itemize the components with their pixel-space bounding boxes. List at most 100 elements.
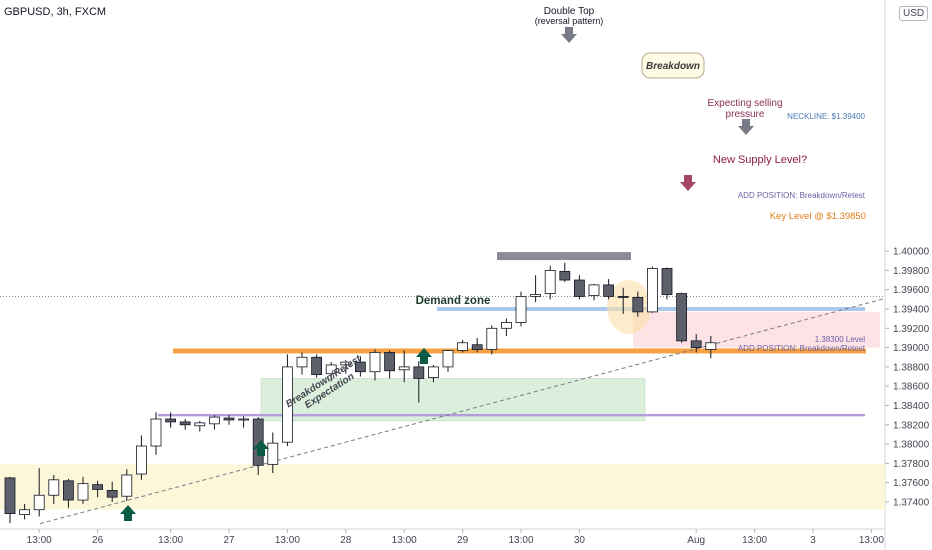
- price-tick-label: 1.38200: [893, 420, 930, 431]
- candle: [121, 469, 133, 502]
- candle: [165, 412, 177, 428]
- candle: [135, 435, 147, 480]
- candle: [354, 356, 366, 377]
- candle: [19, 503, 31, 520]
- candle-body: [33, 494, 45, 511]
- candle-body: [106, 490, 118, 498]
- candle-body: [19, 509, 31, 515]
- candle: [223, 415, 235, 425]
- candle: [603, 279, 614, 300]
- candle-body: [530, 294, 541, 297]
- price-tick-label: 1.40000: [893, 247, 930, 258]
- time-tick-label: 29: [457, 535, 469, 546]
- selling-label-2: pressure: [726, 109, 765, 120]
- price-tick-label: 1.37400: [893, 498, 930, 509]
- candle: [676, 292, 687, 343]
- price-tick-label: 1.37600: [893, 478, 930, 489]
- time-tick-label: 26: [92, 535, 104, 546]
- candle: [194, 420, 206, 432]
- demand-label: Demand zone: [416, 295, 491, 307]
- candle-body: [632, 297, 644, 313]
- level-1383-label: 1.38300 Level: [815, 335, 865, 344]
- candle: [413, 361, 425, 403]
- candle-body: [281, 366, 293, 443]
- candle: [77, 476, 89, 504]
- candle-body: [427, 366, 439, 378]
- add-position-top-label: ADD POSITION: Breakdown/Retest: [738, 191, 866, 200]
- candle: [500, 318, 512, 337]
- candle: [311, 354, 323, 378]
- time-tick-label: 13:00: [158, 535, 183, 546]
- candle-body: [603, 284, 614, 297]
- price-tick-label: 1.38800: [893, 362, 930, 373]
- candle-body: [617, 296, 629, 298]
- candle: [471, 337, 483, 353]
- candle-body: [48, 479, 60, 496]
- candle-body: [515, 296, 527, 323]
- candle-body: [690, 340, 702, 349]
- candle: [208, 415, 220, 430]
- candle: [92, 480, 103, 498]
- candle-body: [354, 361, 366, 373]
- price-tick-label: 1.39000: [893, 343, 930, 354]
- time-axis[interactable]: 13:00 26 13:00 27 13:00 28 13:00 29 13:00 30 Aug 13…: [27, 529, 885, 546]
- supply-zone: [633, 311, 880, 348]
- candle: [486, 325, 498, 355]
- candle: [457, 339, 469, 353]
- time-tick-label: 30: [574, 535, 586, 546]
- price-tick-label: 1.39200: [893, 324, 930, 335]
- candle-body: [325, 364, 337, 375]
- price-tick-label: 1.38400: [893, 401, 930, 412]
- candle: [515, 291, 527, 327]
- candle: [647, 266, 658, 313]
- candle-body: [238, 418, 250, 421]
- candle: [296, 352, 308, 375]
- candle-body: [135, 445, 147, 475]
- candle: [442, 349, 454, 372]
- candle: [63, 478, 74, 508]
- candle-body: [208, 416, 220, 425]
- candle: [325, 362, 337, 382]
- up-arrow-icon: [120, 505, 136, 521]
- candle-body: [486, 327, 498, 350]
- candle: [617, 287, 629, 314]
- selling-label-1: Expecting selling: [707, 98, 782, 109]
- candle-body: [398, 366, 410, 371]
- candle-body: [442, 350, 454, 368]
- price-tick-label: 1.39600: [893, 285, 930, 296]
- candle-body: [77, 483, 89, 501]
- candle: [588, 283, 600, 301]
- symbol-title: GBPUSD, 3h, FXCM: [4, 6, 107, 18]
- candle: [544, 265, 556, 300]
- up-arrow-icon: [416, 348, 432, 364]
- time-tick-label: 13:00: [859, 535, 884, 546]
- time-tick-label: 27: [223, 535, 235, 546]
- candle: [398, 350, 410, 383]
- candle-body: [559, 270, 571, 281]
- candle-body: [369, 352, 381, 373]
- double-top-bar: [497, 252, 631, 261]
- candle-body: [500, 322, 512, 329]
- time-tick-label: 13:00: [392, 535, 417, 546]
- candle: [427, 364, 439, 383]
- double-top-arrow-icon: [561, 27, 577, 43]
- breakdown-label: Breakdown: [646, 61, 700, 72]
- level-1383-sublabel: ADD POSITION: Breakdown/Retest: [738, 344, 866, 353]
- candle-body: [194, 422, 206, 427]
- candle-body: [223, 417, 235, 421]
- breakdown-callout: [641, 52, 705, 79]
- candle-body: [544, 269, 556, 294]
- candle-body: [340, 361, 352, 366]
- candle-body: [647, 268, 658, 313]
- currency-button[interactable]: USD: [899, 6, 929, 21]
- candle-body: [150, 418, 162, 447]
- time-tick-label: 13:00: [275, 535, 300, 546]
- bottom-zone: [0, 464, 885, 510]
- time-tick-label: Aug: [687, 535, 705, 546]
- price-axis[interactable]: 1.37400 1.37600 1.37800 1.38000 1.38200 1.384…: [885, 247, 930, 509]
- candle: [267, 432, 279, 474]
- candle: [559, 262, 571, 282]
- candle-body: [413, 366, 425, 379]
- candle: [632, 291, 644, 317]
